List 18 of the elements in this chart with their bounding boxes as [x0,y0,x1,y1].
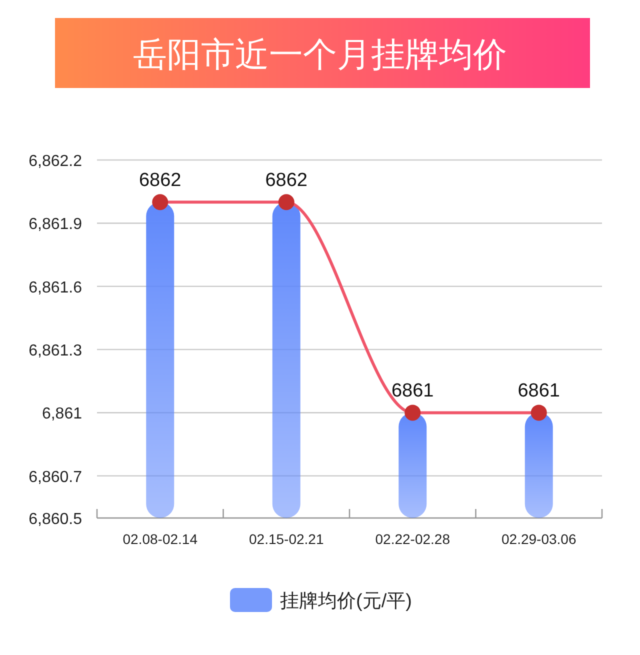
data-label: 6861 [518,380,560,402]
x-tick-label: 02.22-02.28 [375,531,450,547]
legend: 挂牌均价(元/平) [230,588,412,612]
legend-label: 挂牌均价(元/平) [280,591,412,612]
y-tick-label: 6,862.2 [28,153,82,170]
y-tick-label: 6,861.6 [28,279,82,296]
x-tick-label: 02.15-02.21 [249,531,324,547]
data-label: 6861 [391,380,434,402]
y-tick-label: 6,861 [42,406,82,423]
y-tick-label: 6,861.9 [28,216,82,234]
data-label: 6862 [138,170,182,192]
x-tick-label: 02.29-03.06 [502,531,576,547]
y-tick-label: 6,860.5 [28,511,82,528]
y-tick-label: 6,861.3 [28,342,82,360]
chart-title: 岳阳市近一个月挂牌均价 [133,36,507,74]
data-label: 6862 [265,170,308,192]
x-tick-label: 02.08-02.14 [122,531,198,547]
y-tick-label: 6,860.7 [28,468,82,486]
